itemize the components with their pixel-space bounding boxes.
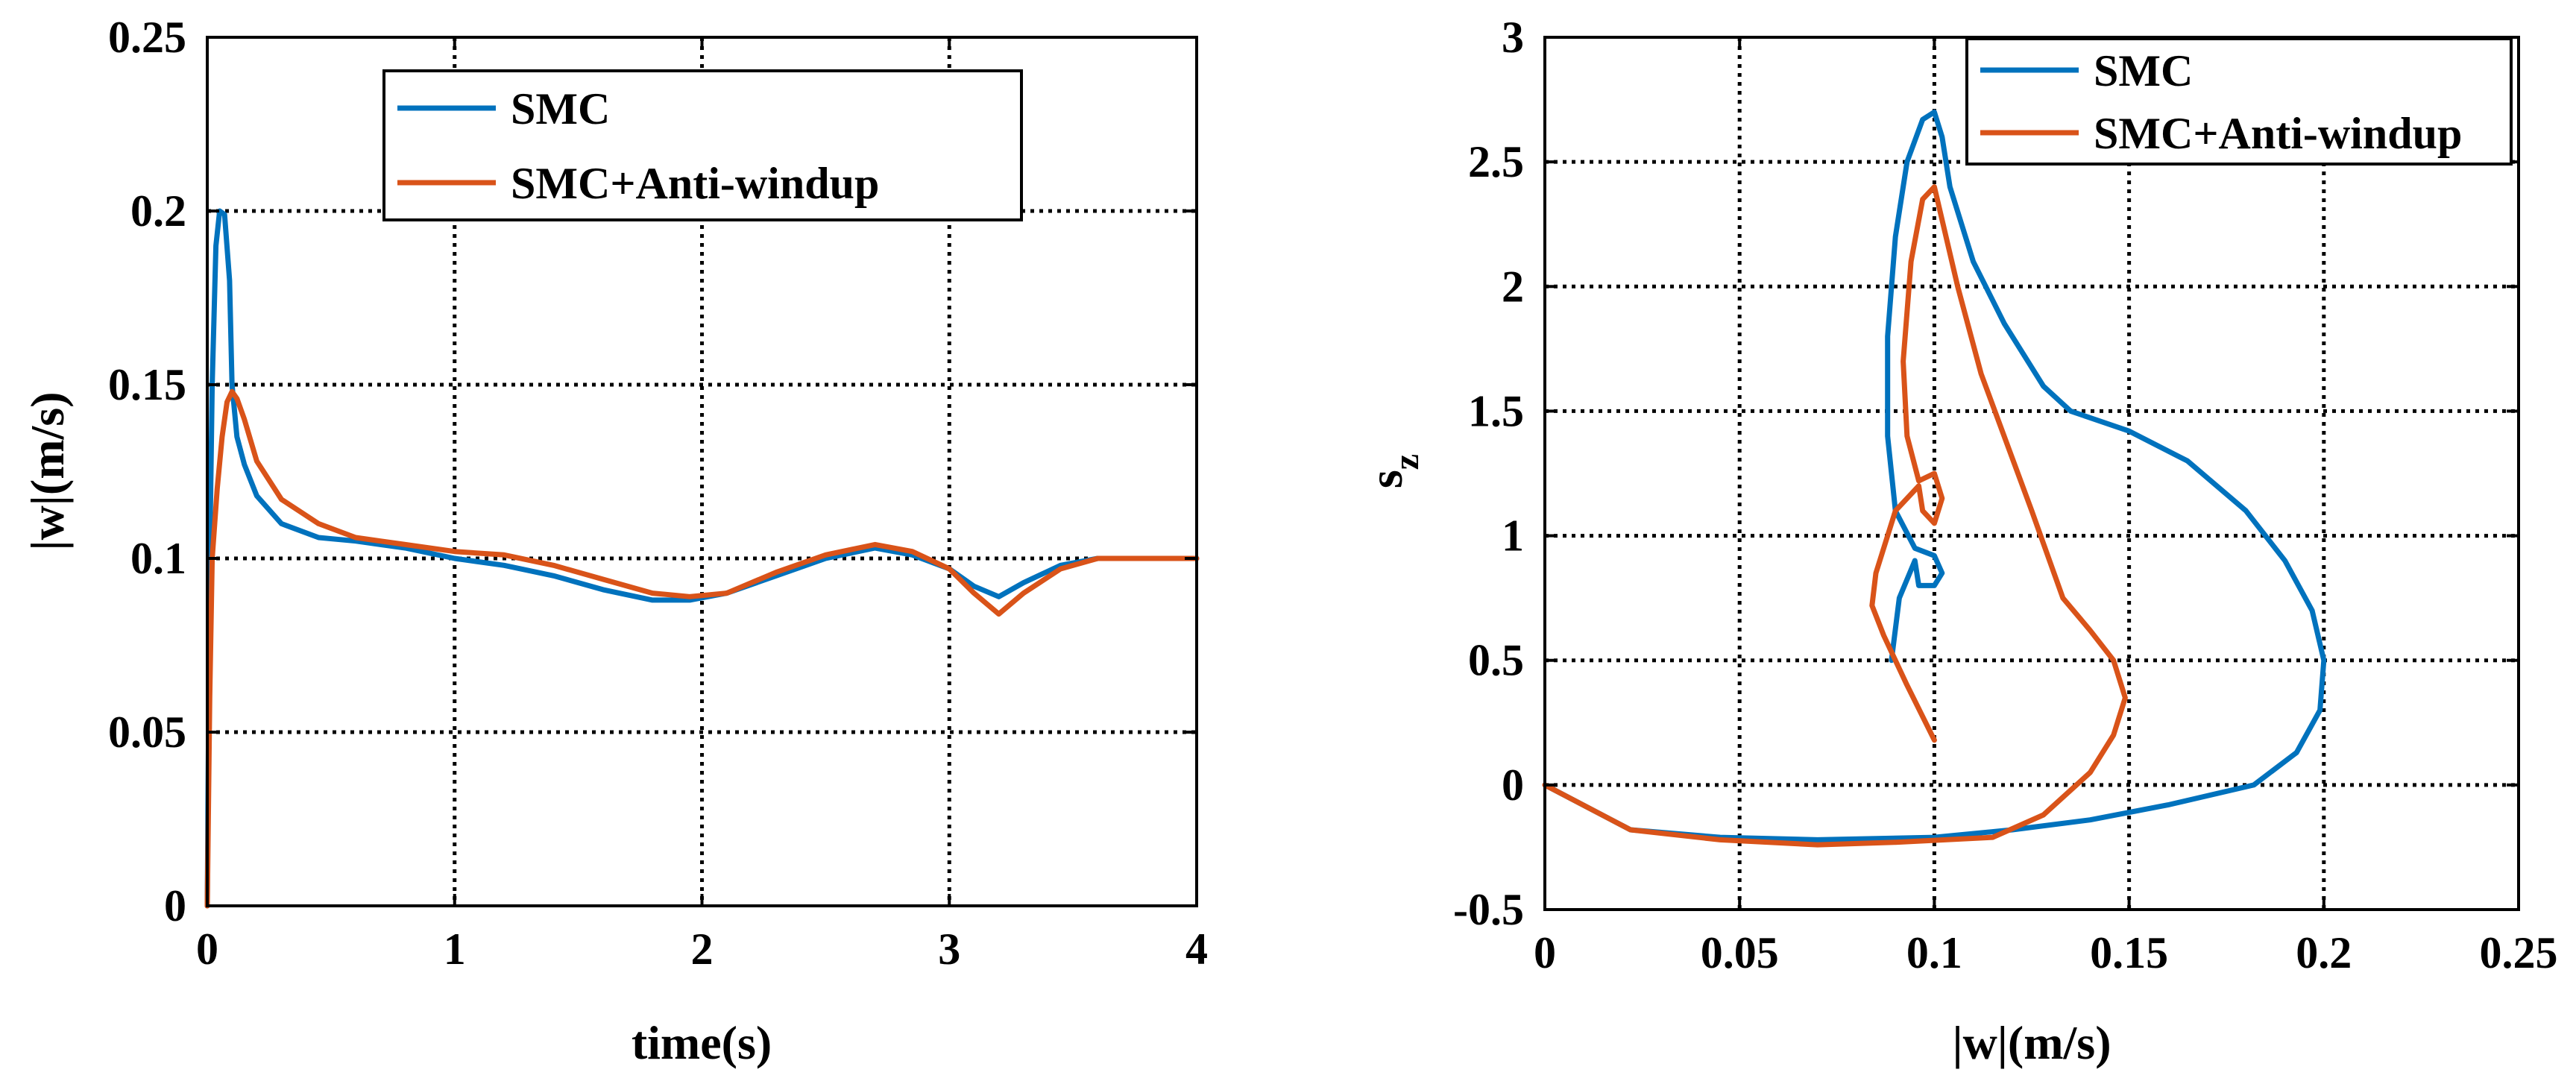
legend: SMC SMC+Anti-windup: [1965, 37, 2513, 166]
y-tick-label: 2.5: [1468, 137, 1524, 186]
x-tick-label: 0.25: [2480, 928, 2558, 977]
y-tick-label: 0.15: [108, 360, 186, 409]
x-tick-label: 1: [444, 924, 466, 974]
y-tick-label: 0: [1502, 760, 1524, 810]
x-tick-label: 2: [691, 924, 714, 974]
y-tick-label: 0.1: [130, 534, 186, 583]
y-axis-label-subscript: z: [1387, 454, 1426, 470]
y-axis-label-main: s: [1359, 470, 1412, 488]
legend-box: [1965, 37, 2513, 166]
legend-label-smc-anti-windup: SMC+Anti-windup: [511, 159, 879, 208]
series-line-smc: [204, 208, 1200, 909]
y-tick-label: 0: [164, 881, 186, 930]
y-tick-label: 0.25: [108, 13, 186, 62]
x-tick-label: 4: [1185, 924, 1208, 974]
y-axis-label: sz: [1359, 454, 1426, 488]
x-tick-label: 0: [196, 924, 218, 974]
y-tick-label: -0.5: [1453, 885, 1524, 934]
y-tick-label: 0.2: [130, 186, 186, 236]
x-tick-label: 0.15: [2090, 928, 2168, 977]
legend: SMC SMC+Anti-windup: [382, 69, 1023, 221]
y-tick-label: 0.05: [108, 708, 186, 757]
series-line-smc-anti-windup: [1542, 184, 2128, 848]
legend-label-smc-anti-windup: SMC+Anti-windup: [2094, 109, 2462, 158]
legend-box: [382, 69, 1023, 221]
y-axis-label: |w|(m/s): [21, 391, 74, 550]
legend-label-smc: SMC: [511, 84, 610, 133]
x-tick-label: 3: [938, 924, 960, 974]
x-tick-label: 0.05: [1701, 928, 1779, 977]
legend-label-smc: SMC: [2094, 46, 2193, 95]
x-tick-label: 0: [1534, 928, 1556, 977]
y-tick-label: 1: [1502, 511, 1524, 561]
x-tick-label: 0.2: [2296, 928, 2352, 977]
chart-sz-vs-wvel: 0 0.05 0.1 0.15 0.2 0.25-0.500.511.522.53|w|(…: [1359, 13, 2558, 1069]
y-tick-label: 0.5: [1468, 636, 1524, 685]
series-line-smc-anti-windup: [204, 388, 1200, 909]
x-axis-label: time(s): [632, 1016, 772, 1069]
x-axis-label: |w|(m/s): [1952, 1016, 2111, 1069]
chart-wvel-vs-time: 0 1 2 3 4 0 0.05 0.1 0.15 0.2 0.25 time(s) |w|(m/s) S…: [21, 13, 1208, 1069]
y-tick-label: 3: [1502, 13, 1524, 62]
series-line-smc: [1542, 109, 2327, 842]
y-tick-label: 1.5: [1468, 386, 1524, 435]
y-tick-label: 2: [1502, 262, 1524, 311]
x-tick-label: 0.1: [1906, 928, 1962, 977]
